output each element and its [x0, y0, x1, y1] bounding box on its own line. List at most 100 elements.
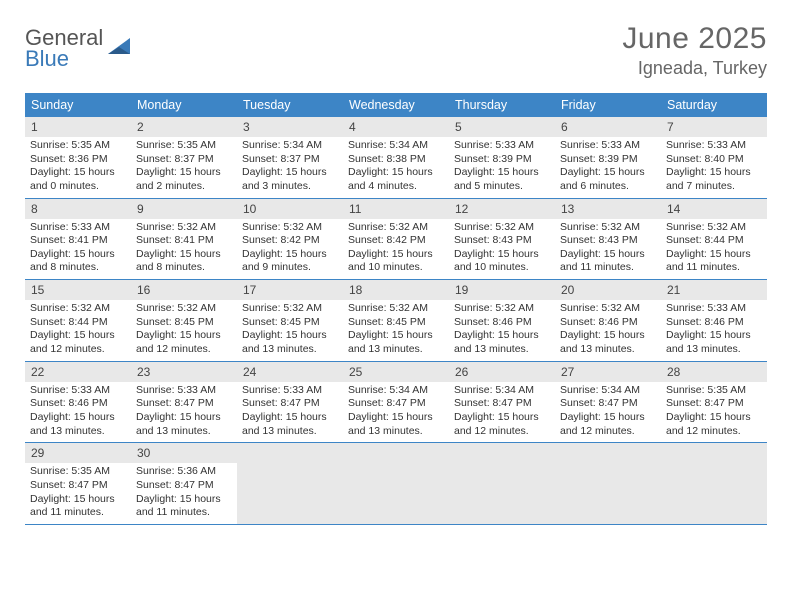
sunset-text: Sunset: 8:47 PM: [454, 397, 550, 411]
daylight-text: Daylight: 15 hours and 11 minutes.: [136, 493, 232, 520]
cell-body: Sunrise: 5:32 AMSunset: 8:46 PMDaylight:…: [555, 300, 661, 361]
daylight-text: Daylight: 15 hours and 8 minutes.: [30, 248, 126, 275]
daylight-text: Daylight: 15 hours and 12 minutes.: [454, 411, 550, 438]
cell-body: Sunrise: 5:34 AMSunset: 8:47 PMDaylight:…: [555, 382, 661, 443]
date-number: 15: [25, 280, 131, 300]
daylight-text: Daylight: 15 hours and 11 minutes.: [666, 248, 762, 275]
brand-logo: General Blue: [25, 22, 134, 70]
sunset-text: Sunset: 8:47 PM: [348, 397, 444, 411]
sunrise-text: Sunrise: 5:34 AM: [348, 139, 444, 153]
daylight-text: Daylight: 15 hours and 0 minutes.: [30, 166, 126, 193]
page-header: General Blue June 2025 Igneada, Turkey: [25, 22, 767, 79]
calendar-cell: 21Sunrise: 5:33 AMSunset: 8:46 PMDayligh…: [661, 280, 767, 361]
sunrise-text: Sunrise: 5:33 AM: [454, 139, 550, 153]
cell-body: Sunrise: 5:32 AMSunset: 8:43 PMDaylight:…: [555, 219, 661, 280]
date-number: 27: [555, 362, 661, 382]
cell-body: Sunrise: 5:33 AMSunset: 8:39 PMDaylight:…: [555, 137, 661, 198]
daylight-text: Daylight: 15 hours and 8 minutes.: [136, 248, 232, 275]
sunrise-text: Sunrise: 5:32 AM: [454, 221, 550, 235]
calendar-cell: 29Sunrise: 5:35 AMSunset: 8:47 PMDayligh…: [25, 443, 131, 524]
calendar-cell: [343, 443, 449, 524]
cell-body: Sunrise: 5:34 AMSunset: 8:47 PMDaylight:…: [343, 382, 449, 443]
sunset-text: Sunset: 8:47 PM: [666, 397, 762, 411]
location-label: Igneada, Turkey: [622, 58, 767, 79]
sunset-text: Sunset: 8:47 PM: [242, 397, 338, 411]
date-number: 25: [343, 362, 449, 382]
calendar-cell: 6Sunrise: 5:33 AMSunset: 8:39 PMDaylight…: [555, 117, 661, 198]
sunset-text: Sunset: 8:47 PM: [136, 397, 232, 411]
date-number: 19: [449, 280, 555, 300]
day-header-row: Sunday Monday Tuesday Wednesday Thursday…: [25, 93, 767, 117]
date-number: 4: [343, 117, 449, 137]
sunset-text: Sunset: 8:44 PM: [666, 234, 762, 248]
sunrise-text: Sunrise: 5:33 AM: [30, 221, 126, 235]
date-number: 9: [131, 199, 237, 219]
sunrise-text: Sunrise: 5:35 AM: [30, 139, 126, 153]
date-number: 17: [237, 280, 343, 300]
cell-body: Sunrise: 5:32 AMSunset: 8:45 PMDaylight:…: [131, 300, 237, 361]
sunset-text: Sunset: 8:47 PM: [30, 479, 126, 493]
daylight-text: Daylight: 15 hours and 9 minutes.: [242, 248, 338, 275]
sunrise-text: Sunrise: 5:32 AM: [666, 221, 762, 235]
date-number: 29: [25, 443, 131, 463]
daylight-text: Daylight: 15 hours and 13 minutes.: [242, 411, 338, 438]
daylight-text: Daylight: 15 hours and 12 minutes.: [560, 411, 656, 438]
sunset-text: Sunset: 8:47 PM: [136, 479, 232, 493]
sunset-text: Sunset: 8:44 PM: [30, 316, 126, 330]
date-number: 28: [661, 362, 767, 382]
sunrise-text: Sunrise: 5:34 AM: [242, 139, 338, 153]
cell-body: Sunrise: 5:32 AMSunset: 8:45 PMDaylight:…: [237, 300, 343, 361]
calendar-cell: 4Sunrise: 5:34 AMSunset: 8:38 PMDaylight…: [343, 117, 449, 198]
date-number: 6: [555, 117, 661, 137]
title-block: June 2025 Igneada, Turkey: [622, 22, 767, 79]
day-header-tue: Tuesday: [237, 93, 343, 117]
date-number: 24: [237, 362, 343, 382]
week-row: 29Sunrise: 5:35 AMSunset: 8:47 PMDayligh…: [25, 443, 767, 525]
cell-body: Sunrise: 5:33 AMSunset: 8:39 PMDaylight:…: [449, 137, 555, 198]
calendar-cell: 30Sunrise: 5:36 AMSunset: 8:47 PMDayligh…: [131, 443, 237, 524]
sunrise-text: Sunrise: 5:34 AM: [454, 384, 550, 398]
cell-body: Sunrise: 5:32 AMSunset: 8:42 PMDaylight:…: [343, 219, 449, 280]
cell-body: Sunrise: 5:32 AMSunset: 8:41 PMDaylight:…: [131, 219, 237, 280]
sunrise-text: Sunrise: 5:32 AM: [348, 302, 444, 316]
cell-body: Sunrise: 5:34 AMSunset: 8:37 PMDaylight:…: [237, 137, 343, 198]
sunrise-text: Sunrise: 5:32 AM: [136, 302, 232, 316]
sunrise-text: Sunrise: 5:32 AM: [560, 302, 656, 316]
day-header-mon: Monday: [131, 93, 237, 117]
daylight-text: Daylight: 15 hours and 13 minutes.: [454, 329, 550, 356]
date-number: 23: [131, 362, 237, 382]
date-number: 3: [237, 117, 343, 137]
calendar-cell: 2Sunrise: 5:35 AMSunset: 8:37 PMDaylight…: [131, 117, 237, 198]
sunrise-text: Sunrise: 5:35 AM: [136, 139, 232, 153]
calendar-cell: 3Sunrise: 5:34 AMSunset: 8:37 PMDaylight…: [237, 117, 343, 198]
day-header-fri: Friday: [555, 93, 661, 117]
sunset-text: Sunset: 8:39 PM: [454, 153, 550, 167]
date-number: 14: [661, 199, 767, 219]
date-number: 11: [343, 199, 449, 219]
cell-body: Sunrise: 5:32 AMSunset: 8:45 PMDaylight:…: [343, 300, 449, 361]
sunrise-text: Sunrise: 5:33 AM: [666, 139, 762, 153]
day-header-sun: Sunday: [25, 93, 131, 117]
cell-body: Sunrise: 5:33 AMSunset: 8:46 PMDaylight:…: [661, 300, 767, 361]
date-number: 8: [25, 199, 131, 219]
daylight-text: Daylight: 15 hours and 13 minutes.: [348, 411, 444, 438]
cell-body: Sunrise: 5:34 AMSunset: 8:38 PMDaylight:…: [343, 137, 449, 198]
calendar-cell: 22Sunrise: 5:33 AMSunset: 8:46 PMDayligh…: [25, 362, 131, 443]
week-row: 15Sunrise: 5:32 AMSunset: 8:44 PMDayligh…: [25, 280, 767, 362]
cell-body: Sunrise: 5:32 AMSunset: 8:44 PMDaylight:…: [25, 300, 131, 361]
cell-body: Sunrise: 5:33 AMSunset: 8:46 PMDaylight:…: [25, 382, 131, 443]
sunset-text: Sunset: 8:45 PM: [136, 316, 232, 330]
sunset-text: Sunset: 8:46 PM: [30, 397, 126, 411]
daylight-text: Daylight: 15 hours and 13 minutes.: [242, 329, 338, 356]
calendar-cell: [661, 443, 767, 524]
calendar-cell: [555, 443, 661, 524]
cell-body: Sunrise: 5:35 AMSunset: 8:47 PMDaylight:…: [661, 382, 767, 443]
sunrise-text: Sunrise: 5:36 AM: [136, 465, 232, 479]
calendar-cell: 23Sunrise: 5:33 AMSunset: 8:47 PMDayligh…: [131, 362, 237, 443]
sunset-text: Sunset: 8:47 PM: [560, 397, 656, 411]
date-number: 13: [555, 199, 661, 219]
calendar-cell: 13Sunrise: 5:32 AMSunset: 8:43 PMDayligh…: [555, 199, 661, 280]
cell-body: Sunrise: 5:33 AMSunset: 8:47 PMDaylight:…: [131, 382, 237, 443]
sunrise-text: Sunrise: 5:34 AM: [348, 384, 444, 398]
calendar-cell: 1Sunrise: 5:35 AMSunset: 8:36 PMDaylight…: [25, 117, 131, 198]
